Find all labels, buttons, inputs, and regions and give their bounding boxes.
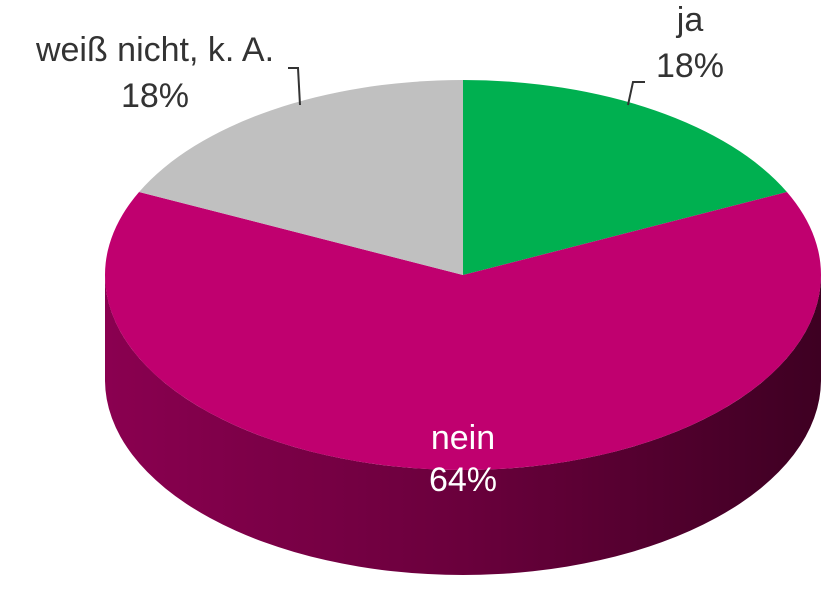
pie: [105, 79, 821, 575]
slice-value-label: 18%: [656, 47, 724, 85]
slice-label: ja: [676, 1, 704, 39]
slice-label: nein: [431, 419, 495, 457]
slice-side: [105, 275, 821, 575]
leader-line: [288, 67, 301, 106]
slice: [463, 80, 787, 275]
slice: [105, 191, 821, 471]
slice-label: weiß nicht, k. A.: [35, 31, 274, 69]
slice-value-label: 18%: [121, 77, 189, 115]
slice-value-label: 64%: [429, 461, 497, 499]
leader-line: [627, 81, 645, 106]
slice: [139, 79, 464, 275]
